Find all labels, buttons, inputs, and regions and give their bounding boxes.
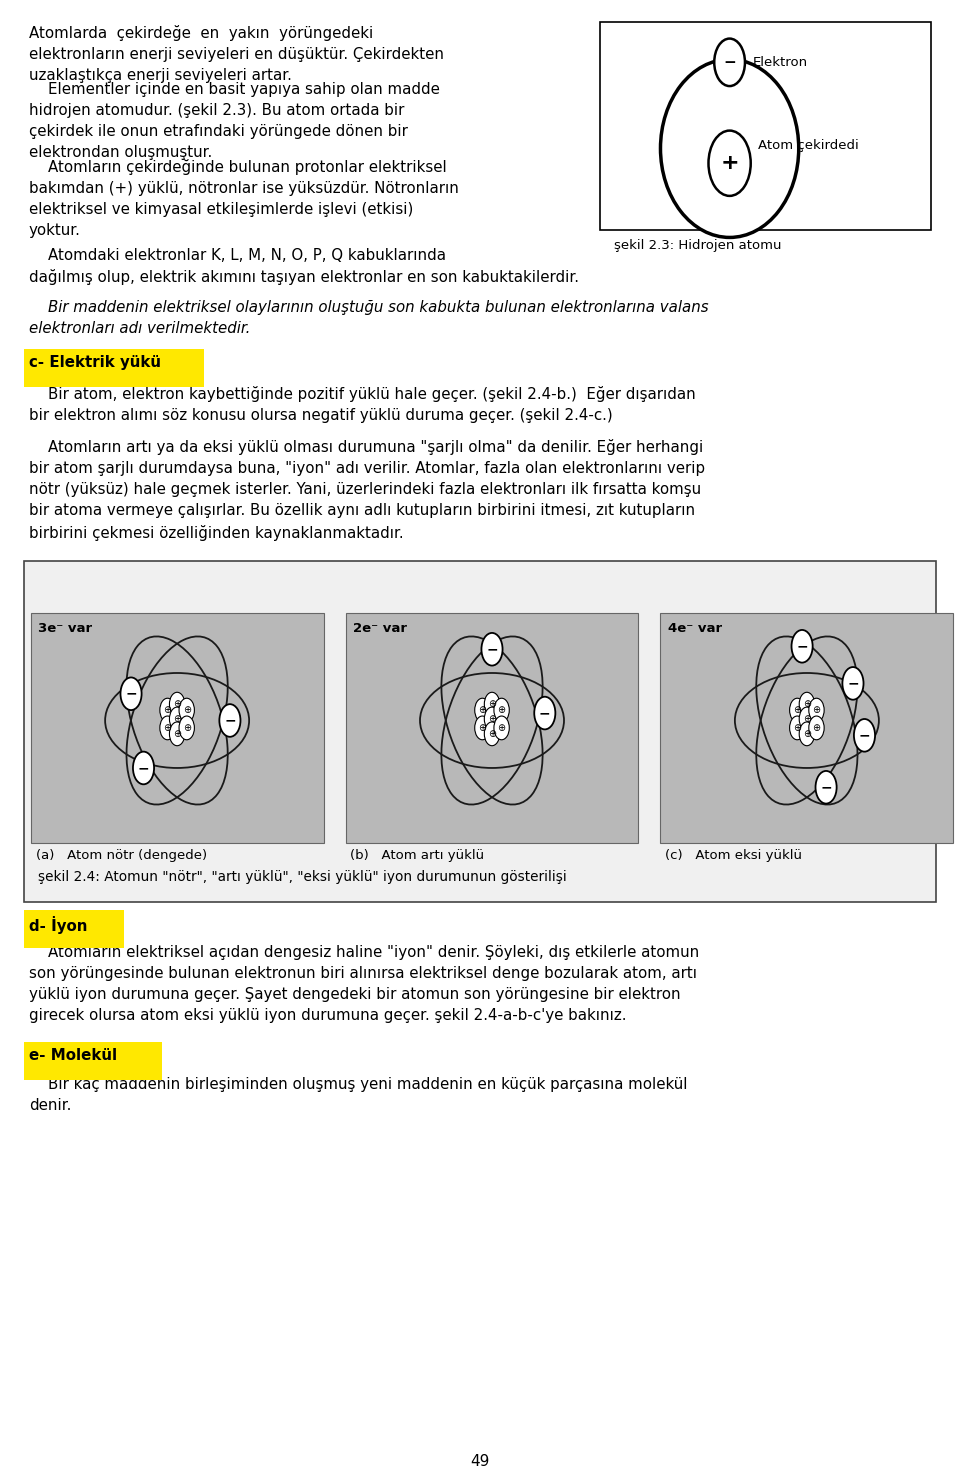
Circle shape — [843, 668, 864, 700]
Circle shape — [484, 692, 499, 715]
Text: ⊕: ⊕ — [478, 723, 487, 733]
Text: ⊕: ⊕ — [478, 705, 487, 715]
Text: ⊕: ⊕ — [803, 729, 811, 739]
Text: Bir atom, elektron kaybettiğinde pozitif yüklü hale geçer. (şekil 2.4-b.)  Eğer : Bir atom, elektron kaybettiğinde pozitif… — [29, 386, 696, 423]
Text: Atom çekirdedi: Atom çekirdedi — [758, 139, 859, 151]
FancyBboxPatch shape — [346, 613, 638, 843]
Text: ⊕: ⊕ — [182, 705, 191, 715]
FancyBboxPatch shape — [31, 613, 324, 843]
Circle shape — [799, 723, 814, 745]
Circle shape — [493, 717, 509, 739]
Text: −: − — [137, 761, 150, 775]
FancyBboxPatch shape — [24, 561, 936, 902]
Circle shape — [121, 677, 142, 711]
Text: ⊕: ⊕ — [173, 699, 181, 709]
Circle shape — [132, 752, 154, 784]
Circle shape — [789, 699, 804, 721]
Circle shape — [534, 697, 555, 729]
Circle shape — [799, 692, 814, 715]
Text: ⊕: ⊕ — [182, 723, 191, 733]
Text: ⊕: ⊕ — [812, 723, 821, 733]
Text: ⊕: ⊕ — [497, 705, 506, 715]
Text: şekil 2.3: Hidrojen atomu: şekil 2.3: Hidrojen atomu — [614, 239, 781, 252]
Circle shape — [474, 699, 490, 721]
Text: −: − — [486, 643, 498, 656]
Circle shape — [484, 723, 499, 745]
FancyBboxPatch shape — [24, 349, 204, 387]
Text: (c)   Atom eksi yüklü: (c) Atom eksi yüklü — [665, 849, 803, 862]
Text: Bir kaç maddenin birleşiminden oluşmuş yeni maddenin en küçük parçasına molekül
: Bir kaç maddenin birleşiminden oluşmuş y… — [29, 1077, 687, 1113]
Text: ⊕: ⊕ — [803, 714, 811, 724]
Text: Elementler içinde en basit yapıya sahip olan madde
hidrojen atomudur. (şekil 2.3: Elementler içinde en basit yapıya sahip … — [29, 82, 440, 160]
Text: Atomların artı ya da eksi yüklü olması durumuna "şarjlı olma" da denilir. Eğer h: Atomların artı ya da eksi yüklü olması d… — [29, 439, 705, 540]
Text: d- İyon: d- İyon — [29, 916, 87, 933]
Text: Bir maddenin elektriksel olaylarının oluştuğu son kabukta bulunan elektronlarına: Bir maddenin elektriksel olaylarının olu… — [29, 300, 708, 335]
Circle shape — [789, 717, 804, 739]
Text: ⊕: ⊕ — [488, 699, 496, 709]
FancyBboxPatch shape — [600, 22, 931, 230]
Text: −: − — [723, 55, 736, 70]
Text: c- Elektrik yükü: c- Elektrik yükü — [29, 355, 161, 370]
Text: ⊕: ⊕ — [488, 729, 496, 739]
Text: ⊕: ⊕ — [793, 723, 802, 733]
Circle shape — [808, 717, 824, 739]
Text: Elektron: Elektron — [753, 56, 807, 68]
Text: (b)   Atom artı yüklü: (b) Atom artı yüklü — [350, 849, 485, 862]
FancyBboxPatch shape — [24, 910, 124, 948]
Text: Atomların elektriksel açıdan dengesiz haline "iyon" denir. Şöyleki, dış etkilerl: Atomların elektriksel açıdan dengesiz ha… — [29, 945, 699, 1024]
Text: ⊕: ⊕ — [803, 699, 811, 709]
Text: 4e⁻ var: 4e⁻ var — [668, 622, 722, 635]
Circle shape — [169, 692, 184, 715]
Text: ⊕: ⊕ — [812, 705, 821, 715]
Circle shape — [179, 717, 194, 739]
Circle shape — [708, 131, 751, 196]
Circle shape — [159, 717, 176, 739]
Text: Atomdaki elektronlar K, L, M, N, O, P, Q kabuklarında
dağılmış olup, elektrik ak: Atomdaki elektronlar K, L, M, N, O, P, Q… — [29, 248, 579, 285]
Text: ⊕: ⊕ — [173, 729, 181, 739]
Circle shape — [854, 720, 876, 751]
FancyBboxPatch shape — [24, 1042, 162, 1080]
Text: −: − — [125, 687, 137, 700]
Text: −: − — [224, 714, 236, 727]
Text: −: − — [820, 781, 832, 794]
Text: −: − — [858, 729, 871, 742]
Circle shape — [481, 632, 503, 665]
Circle shape — [714, 39, 745, 86]
Text: (a)   Atom nötr (dengede): (a) Atom nötr (dengede) — [36, 849, 206, 862]
Text: ⊕: ⊕ — [163, 705, 172, 715]
Text: ⊕: ⊕ — [488, 714, 496, 724]
Circle shape — [169, 708, 184, 730]
Circle shape — [799, 708, 814, 730]
Text: ⊕: ⊕ — [497, 723, 506, 733]
Circle shape — [179, 699, 194, 721]
Ellipse shape — [660, 59, 799, 237]
Text: −: − — [539, 706, 551, 720]
Circle shape — [493, 699, 509, 721]
Circle shape — [219, 705, 240, 738]
Text: +: + — [720, 153, 739, 174]
Text: şekil 2.4: Atomun "nötr", "artı yüklü", "eksi yüklü" iyon durumunun gösterilişi: şekil 2.4: Atomun "nötr", "artı yüklü", … — [38, 871, 567, 884]
FancyBboxPatch shape — [660, 613, 953, 843]
Circle shape — [791, 629, 812, 662]
Text: ⊕: ⊕ — [163, 723, 172, 733]
Text: −: − — [847, 677, 859, 690]
Circle shape — [808, 699, 824, 721]
Circle shape — [484, 708, 499, 730]
Text: ⊕: ⊕ — [793, 705, 802, 715]
Text: ⊕: ⊕ — [173, 714, 181, 724]
Text: 3e⁻ var: 3e⁻ var — [38, 622, 92, 635]
Text: e- Molekül: e- Molekül — [29, 1048, 117, 1063]
Circle shape — [474, 717, 490, 739]
Text: Atomların çekirdeğinde bulunan protonlar elektriksel
bakımdan (+) yüklü, nötronl: Atomların çekirdeğinde bulunan protonlar… — [29, 159, 459, 237]
Text: −: − — [796, 640, 808, 653]
Text: 49: 49 — [470, 1454, 490, 1469]
Circle shape — [169, 723, 184, 745]
Text: Atomlarda  çekirdeğe  en  yakın  yörüngedeki
elektronların enerji seviyeleri en : Atomlarda çekirdeğe en yakın yörüngedeki… — [29, 25, 444, 83]
Text: 2e⁻ var: 2e⁻ var — [353, 622, 407, 635]
Circle shape — [159, 699, 176, 721]
Circle shape — [815, 772, 836, 804]
